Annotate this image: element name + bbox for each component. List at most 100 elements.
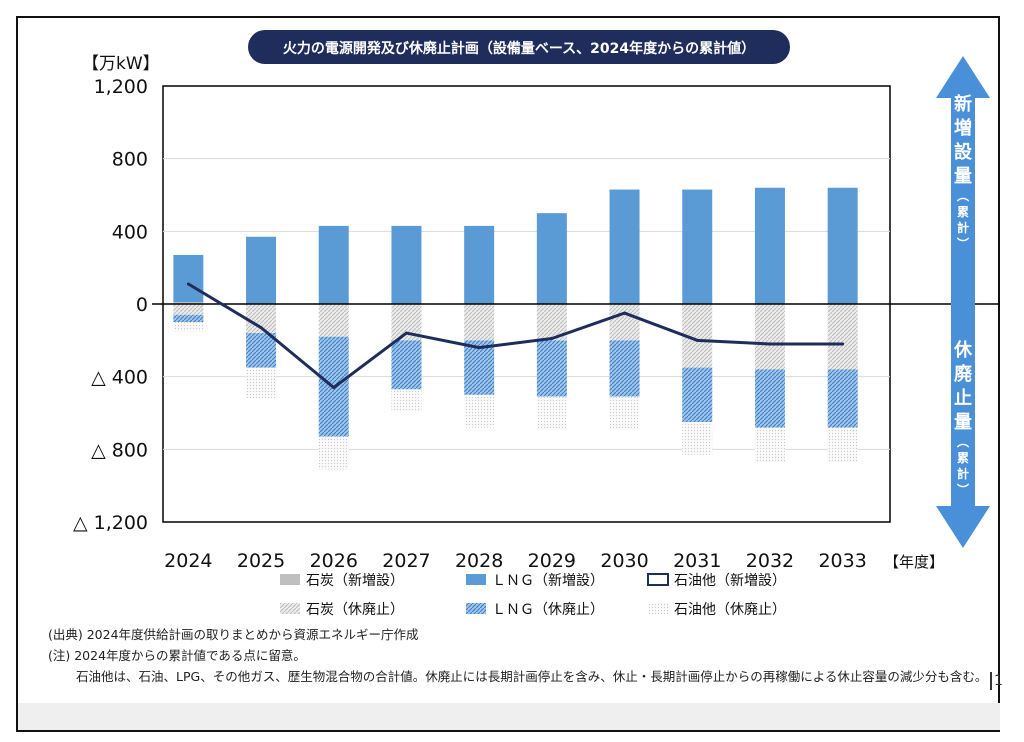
line-point — [550, 337, 554, 341]
side-label-char: 計 — [957, 466, 969, 481]
bar-solid-blue — [173, 254, 204, 303]
x-tick-label: 2029 — [528, 550, 576, 572]
line-point — [404, 331, 408, 335]
x-axis: 2024 2025 2026 2027 2028 2029 2030 2031 2032 2033 — [164, 550, 867, 572]
y-tick-label: 800 — [112, 149, 148, 171]
bar-solid-blue — [536, 213, 567, 304]
bar-hatched-blue — [609, 340, 640, 397]
line-point — [768, 342, 772, 346]
bar-hatched-blue — [391, 340, 422, 390]
svg-text:石炭（新増設）: 石炭（新増設） — [306, 573, 404, 589]
side-label-char: ︶ — [956, 236, 970, 251]
y-tick-label: 0 — [136, 294, 148, 316]
bar-hatched-lightgray — [173, 322, 204, 332]
x-tick-label: 2028 — [455, 550, 503, 572]
side-label-char: 累 — [957, 451, 969, 465]
y-axis: 1,200 800 400 0 △ 400 △ 800 △ 1,200 — [73, 76, 148, 534]
bar-hatched-blue — [754, 369, 785, 428]
bar-hatched-lightgray — [609, 396, 640, 430]
line-point — [477, 346, 481, 350]
bar-hatched-lightgray — [391, 389, 422, 412]
line-point — [841, 342, 845, 346]
bar-hatched-blue — [536, 340, 567, 397]
line-point — [695, 338, 699, 342]
bar-solid-gray — [173, 302, 204, 304]
bar-hatched-gray — [754, 304, 785, 370]
side-label-char: 量 — [954, 411, 972, 433]
bar-hatched-lightgray — [827, 427, 858, 463]
x-tick-label: 2033 — [818, 550, 866, 572]
bar-solid-blue — [464, 225, 495, 304]
x-unit-label: 【年度】 — [884, 553, 944, 571]
legend-item-oil-new: 石油他（新増設） — [647, 573, 786, 589]
bar-solid-blue — [391, 225, 422, 304]
x-tick-label: 2031 — [673, 550, 721, 572]
x-tick-label: 2025 — [237, 550, 285, 572]
bar-solid-blue — [246, 236, 277, 304]
side-label-char: 累 — [957, 205, 969, 219]
page-number-fragment: 1 — [990, 672, 1003, 690]
x-tick-label: 2024 — [164, 550, 212, 572]
line-oil-new — [187, 282, 843, 390]
bar-hatched-lightgray — [246, 367, 277, 399]
bar-hatched-blue — [246, 333, 277, 368]
side-label-char: ︵ — [956, 435, 970, 449]
side-label-char: 新 — [954, 93, 972, 115]
y-tick-label: △ 400 — [91, 367, 148, 389]
x-tick-label: 2032 — [746, 550, 794, 572]
bar-hatched-blue — [173, 314, 204, 323]
side-label-char: ︶ — [956, 482, 970, 497]
y-tick-label: 400 — [112, 221, 148, 243]
svg-text:石油他（休廃止）: 石油他（休廃止） — [674, 601, 786, 618]
chart: 火力の電源開発及び休廃止計画（設備量ベース、2024年度からの累計値） 【万kW… — [73, 30, 1000, 618]
bar-hatched-gray — [464, 304, 495, 341]
svg-text:ＬＮＧ（休廃止）: ＬＮＧ（休廃止） — [492, 601, 604, 618]
bar-hatched-lightgray — [318, 436, 349, 470]
note-definitions: 石油他は、石油、LPG、その他ガス、歴生物混合物の合計値。休廃止には長期計画停止… — [76, 669, 988, 684]
side-label-char: 廃 — [954, 363, 973, 385]
x-tick-label: 2026 — [310, 550, 358, 572]
bar-hatched-lightgray — [464, 394, 495, 428]
note-cumulative: (注) 2024年度からの累計値である点に留意。 — [48, 648, 306, 663]
line-point — [186, 282, 190, 286]
svg-text:ＬＮＧ（新増設）: ＬＮＧ（新増設） — [492, 573, 604, 589]
line-point — [259, 326, 263, 330]
bar-hatched-gray — [173, 304, 204, 315]
bar-hatched-gray — [827, 304, 858, 370]
y-tick-label: △ 800 — [91, 439, 148, 461]
bar-solid-blue — [682, 189, 713, 304]
title-banner — [248, 30, 790, 64]
source-note: (出典) 2024年度供給計画の取りまとめから資源エネルギー庁作成 — [48, 627, 419, 642]
footnotes: (出典) 2024年度供給計画の取りまとめから資源エネルギー庁作成 (注) 20… — [48, 624, 998, 687]
y-unit-label: 【万kW】 — [82, 54, 160, 74]
bar-hatched-lightgray — [754, 427, 785, 463]
bar-solid-blue — [827, 187, 858, 304]
legend-item-coal-retire: 石炭（休廃止） — [280, 601, 404, 618]
bar-solid-blue — [754, 187, 785, 304]
line-series — [186, 282, 845, 390]
legend: 石炭（新増設） ＬＮＧ（新増設） 石油他（新増設） 石炭（休廃止） ＬＮＧ（休廃… — [280, 573, 786, 618]
side-label-char: ︵ — [956, 189, 970, 203]
bar-hatched-lightgray — [536, 396, 567, 430]
bottom-strip — [18, 703, 1000, 730]
side-label-char: 増 — [954, 117, 972, 139]
legend-item-lng-retire: ＬＮＧ（休廃止） — [466, 601, 604, 618]
legend-item-coal-new: 石炭（新増設） — [280, 573, 404, 589]
line-point — [332, 386, 336, 390]
legend-item-oil-retire: 石油他（休廃止） — [648, 601, 786, 618]
y-tick-label: 1,200 — [94, 76, 148, 98]
bars — [173, 187, 858, 470]
side-double-arrow — [936, 56, 990, 548]
x-tick-label: 2027 — [382, 550, 430, 572]
side-label-char: 休 — [953, 339, 973, 361]
bar-hatched-gray — [609, 304, 640, 341]
side-label-char: 計 — [957, 220, 969, 235]
bar-hatched-lightgray — [682, 422, 713, 455]
svg-text:石油他（新増設）: 石油他（新増設） — [674, 573, 786, 589]
side-label-char: 設 — [954, 141, 973, 163]
y-tick-label: △ 1,200 — [73, 512, 148, 534]
side-label-char: 止 — [954, 387, 972, 409]
bar-hatched-blue — [827, 369, 858, 428]
